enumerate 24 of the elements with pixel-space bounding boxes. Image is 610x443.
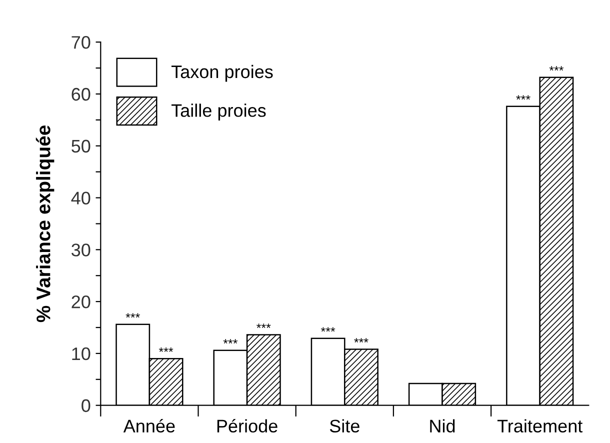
y-tick-label: 40 <box>71 192 90 204</box>
y-tick-label: 50 <box>72 140 90 153</box>
y-tick-label: 30 <box>72 244 90 256</box>
x-tick-label: Nid <box>430 419 455 432</box>
data-label: *** <box>549 66 564 71</box>
x-tick-label: Site <box>330 419 360 432</box>
y-tick-label: 70 <box>72 36 90 49</box>
y-tick-label: 60 <box>72 88 90 101</box>
data-label: *** <box>256 324 271 328</box>
y-tick-label: 0 <box>82 399 90 412</box>
data-label: *** <box>516 95 530 100</box>
y-tick-label: 20 <box>72 295 90 308</box>
data-label: *** <box>223 339 238 344</box>
legend-label: Taxon proies <box>171 64 273 82</box>
y-axis-title: % Variance expliquée <box>36 125 54 322</box>
data-label: *** <box>126 313 140 318</box>
data-label: *** <box>320 327 336 332</box>
data-label: *** <box>158 347 174 352</box>
data-label: *** <box>354 338 368 342</box>
x-tick-label: Traitement <box>497 419 583 432</box>
y-tick-label: 10 <box>72 347 90 360</box>
x-tick-label: Année <box>123 419 175 432</box>
x-tick-label: Période <box>217 419 278 432</box>
legend-label: Taille proies <box>171 104 266 120</box>
